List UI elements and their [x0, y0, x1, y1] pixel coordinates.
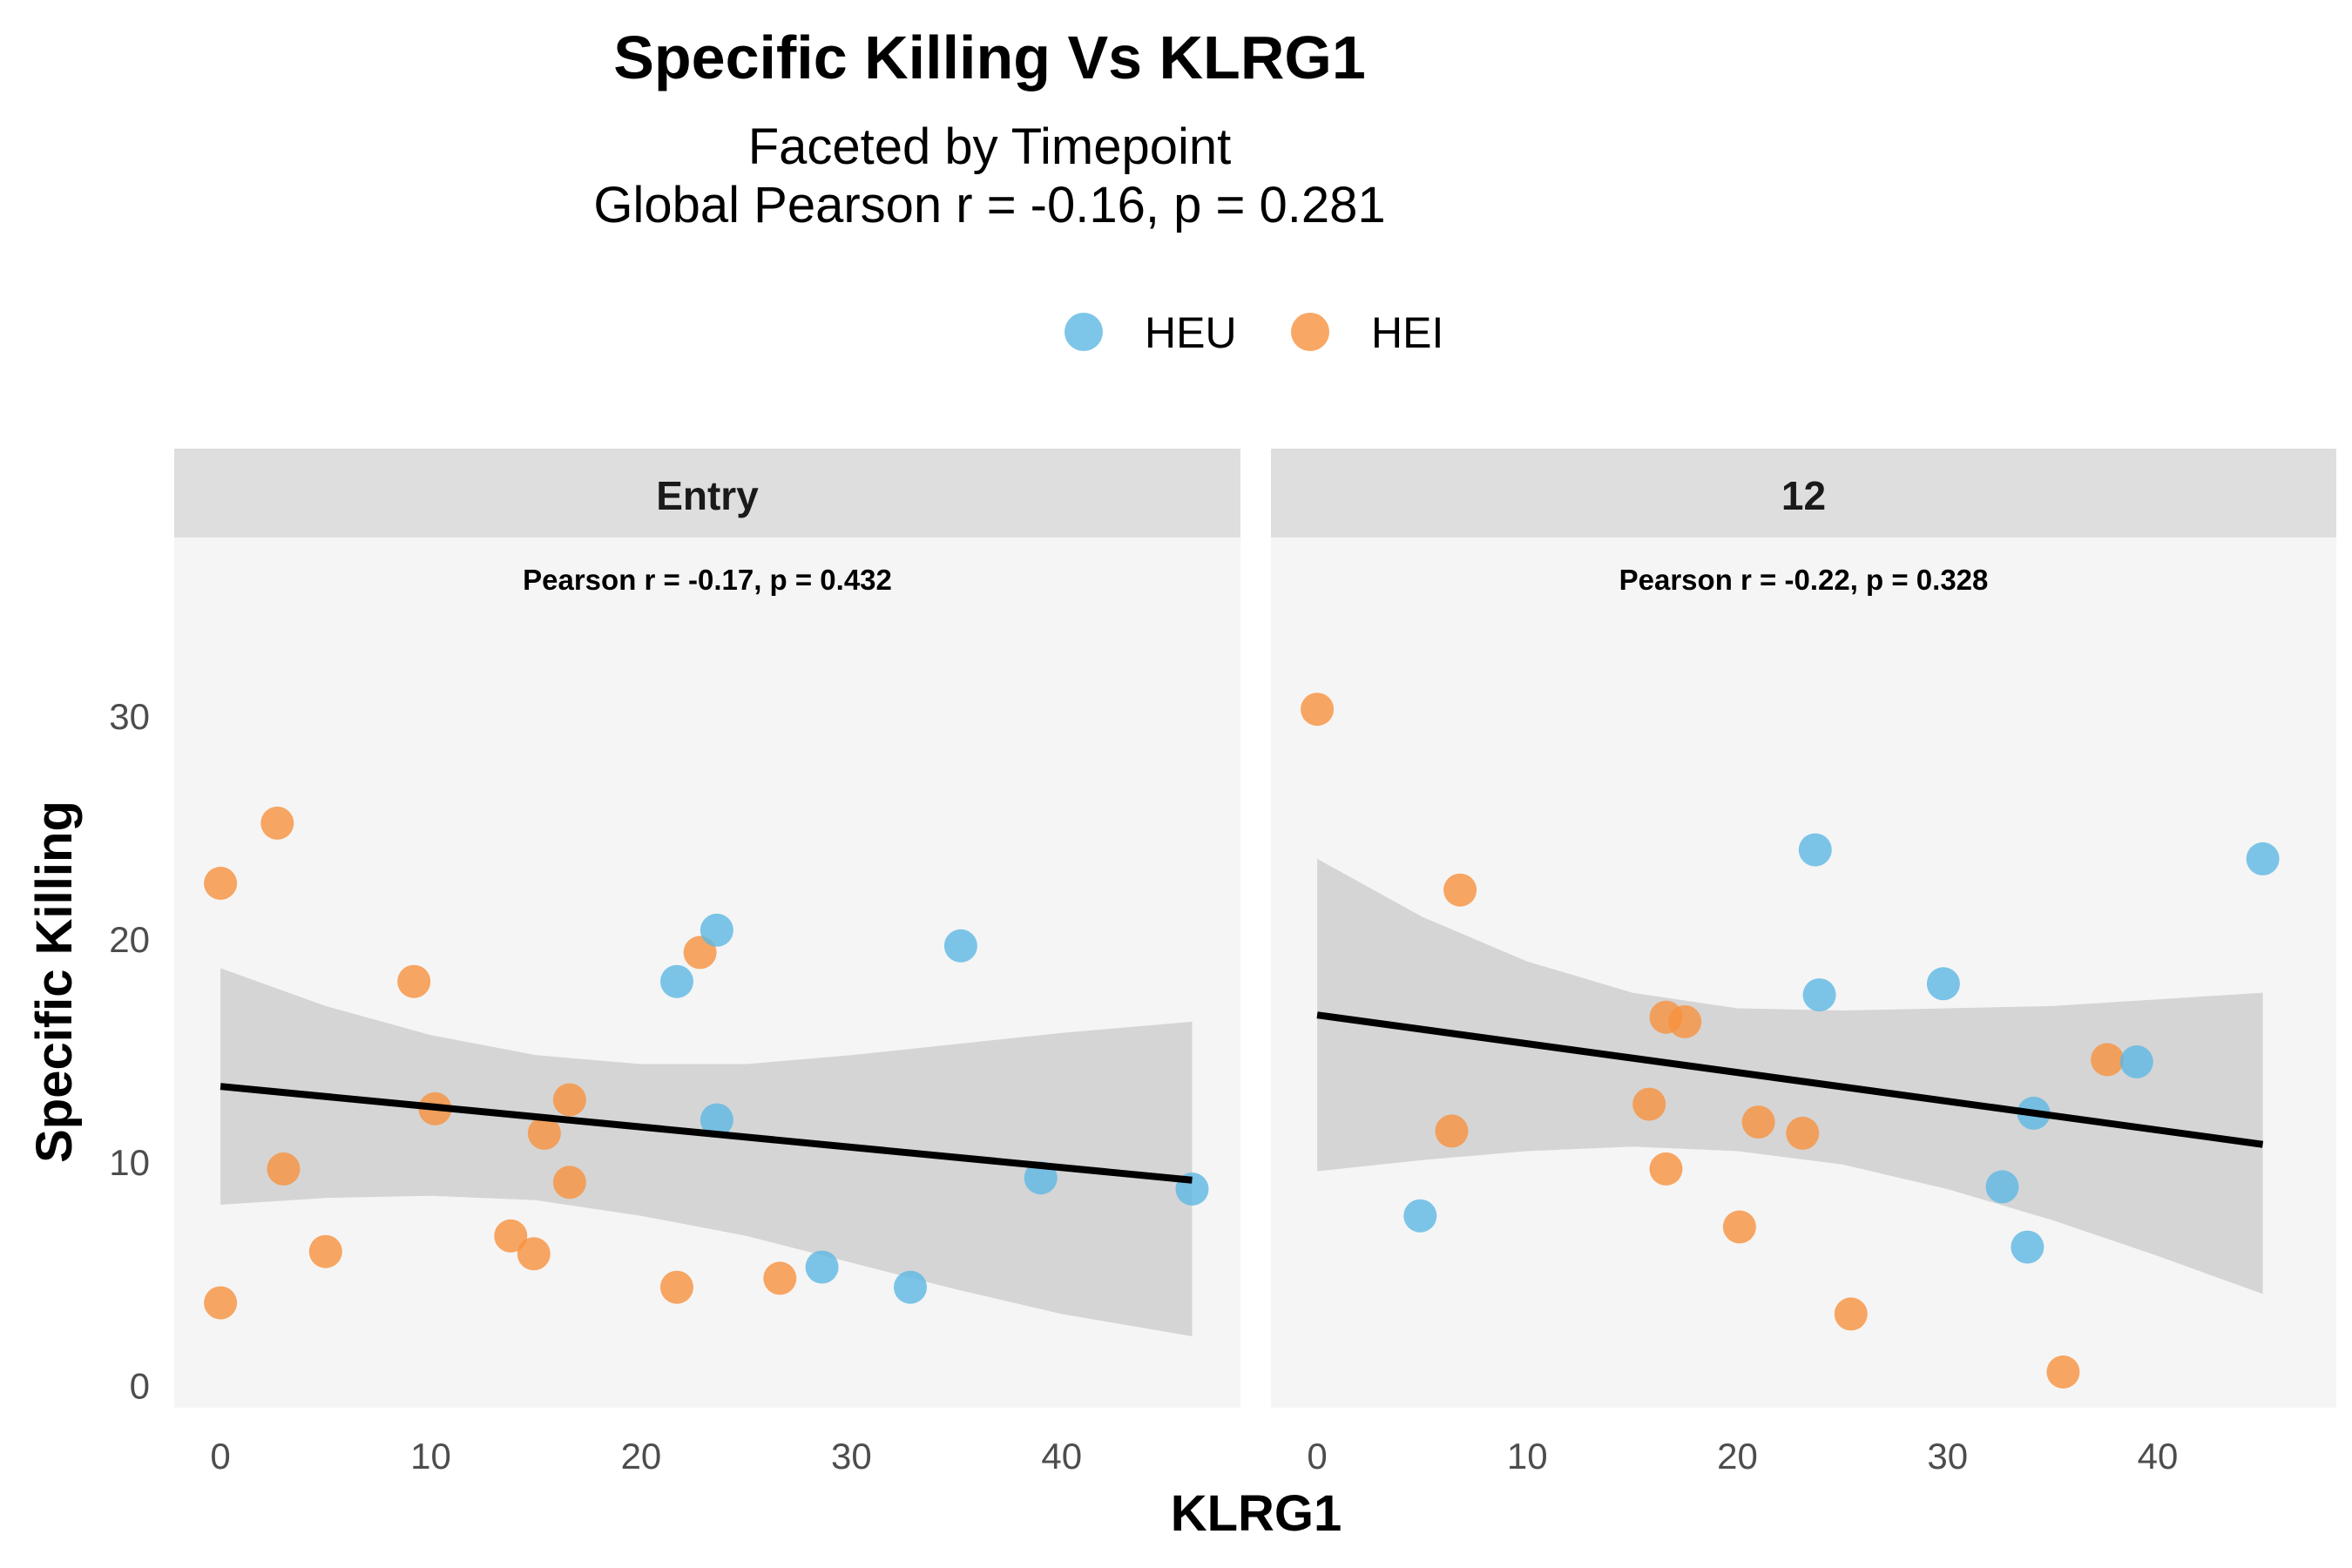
- data-point-hei: [527, 1116, 561, 1150]
- correlation-annotation: Pearson r = -0.22, p = 0.328: [1619, 564, 1989, 596]
- chart-subtitle-line-2: Global Pearson r = -0.16, p = 0.281: [593, 177, 1385, 233]
- data-point-hei: [267, 1152, 301, 1186]
- data-point-hei: [494, 1219, 528, 1253]
- data-point-hei: [1443, 873, 1477, 907]
- data-point-hei: [1301, 693, 1335, 727]
- x-tick-label: 30: [1927, 1436, 1968, 1477]
- x-tick-label: 40: [2138, 1436, 2179, 1477]
- legend: HEU HEI: [1064, 308, 1443, 357]
- facet-strip: [174, 449, 1240, 537]
- facet-panel-0: Entry Pearson r = -0.17, p = 0.432 0 10 20 30…: [174, 449, 1240, 1477]
- y-tick-label: 0: [130, 1365, 150, 1406]
- facet-panel-1: 12 Pearson r = -0.22, p = 0.328 0 10 20 30 40: [1271, 449, 2336, 1477]
- x-tick-label: 0: [210, 1436, 230, 1477]
- data-point-hei: [397, 964, 431, 998]
- data-point-hei: [1786, 1116, 1820, 1150]
- data-point-hei: [1649, 1152, 1683, 1186]
- legend-key-heu: [1064, 313, 1103, 351]
- data-point-heu: [2011, 1230, 2044, 1264]
- x-tick-label: 40: [1041, 1436, 1082, 1477]
- x-tick-label: 20: [621, 1436, 662, 1477]
- facet-strip: [1271, 449, 2336, 537]
- y-tick-label: 20: [109, 919, 150, 960]
- facet-strip-label: 12: [1781, 473, 1826, 518]
- data-point-heu: [660, 964, 693, 998]
- legend-label-heu: HEU: [1145, 308, 1237, 357]
- data-point-hei: [763, 1261, 797, 1295]
- data-point-heu: [894, 1270, 927, 1304]
- data-point-heu: [1985, 1170, 2019, 1204]
- data-point-heu: [2246, 841, 2280, 875]
- regression-line: [1316, 1011, 2264, 1148]
- data-point-heu: [2119, 1045, 2153, 1078]
- data-point-hei: [1668, 1004, 1702, 1038]
- data-point-heu: [805, 1250, 839, 1284]
- correlation-annotation: Pearson r = -0.17, p = 0.432: [523, 564, 892, 596]
- data-point-hei: [552, 1083, 586, 1117]
- legend-key-hei: [1291, 313, 1329, 351]
- x-tick-label: 0: [1307, 1436, 1327, 1477]
- data-point-hei: [308, 1234, 342, 1268]
- data-point-hei: [204, 1286, 238, 1320]
- confidence-band: [220, 968, 1193, 1336]
- data-point-hei: [1741, 1105, 1775, 1139]
- data-point-heu: [700, 913, 733, 947]
- facet-panels: Entry Pearson r = -0.17, p = 0.432 0 10 20 30…: [109, 449, 2336, 1477]
- y-tick-label: 10: [109, 1142, 150, 1183]
- x-tick-label: 20: [1717, 1436, 1758, 1477]
- chart-subtitle-line-1: Faceted by Timepoint: [748, 118, 1232, 175]
- data-point-heu: [700, 1103, 733, 1137]
- facet-strip-label: Entry: [656, 473, 759, 518]
- data-point-hei: [1834, 1297, 1868, 1331]
- data-point-hei: [2091, 1043, 2125, 1077]
- y-tick-label: 30: [109, 696, 150, 737]
- x-tick-label: 30: [831, 1436, 872, 1477]
- data-point-hei: [1632, 1087, 1666, 1121]
- data-point-hei: [660, 1270, 693, 1304]
- data-point-hei: [2046, 1355, 2080, 1389]
- y-axis-title: Specific Killing: [26, 801, 83, 1163]
- x-tick-label: 10: [1507, 1436, 1548, 1477]
- chart-title: Specific Killing Vs KLRG1: [613, 24, 1366, 91]
- x-tick-label: 10: [410, 1436, 451, 1477]
- data-point-hei: [204, 867, 238, 900]
- data-point-hei: [517, 1237, 551, 1271]
- legend-label-hei: HEI: [1371, 308, 1443, 357]
- data-point-heu: [1802, 978, 1836, 1012]
- x-axis-title: KLRG1: [1171, 1485, 1342, 1542]
- data-point-hei: [1722, 1210, 1756, 1244]
- data-point-hei: [1435, 1114, 1469, 1148]
- regression-line: [220, 1083, 1193, 1184]
- data-point-heu: [1926, 967, 1960, 1001]
- data-point-heu: [1403, 1199, 1437, 1233]
- data-point-hei: [552, 1166, 586, 1200]
- data-point-heu: [1798, 833, 1832, 867]
- data-point-heu: [943, 929, 977, 963]
- data-point-hei: [260, 806, 294, 840]
